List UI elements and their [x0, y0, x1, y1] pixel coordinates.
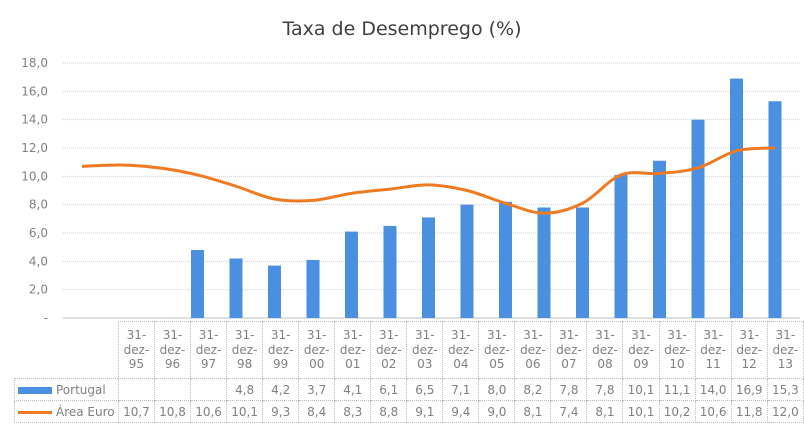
data-label: 8,3	[334, 400, 372, 423]
category-label: 31- dez- 04	[442, 321, 480, 379]
data-label: 11,1	[658, 378, 696, 401]
category-label: 31- dez- 07	[550, 321, 588, 379]
bar-portugal	[460, 204, 474, 318]
category-label: 31- dez- 97	[190, 321, 228, 379]
bar-portugal	[191, 250, 204, 318]
bar-portugal	[268, 265, 281, 318]
data-label: 6,5	[406, 378, 444, 401]
legend-portugal: Portugal	[14, 378, 119, 401]
data-label: 9,1	[406, 400, 444, 423]
data-label: 6,1	[370, 378, 408, 401]
category-label: 31- dez- 01	[334, 321, 372, 379]
category-label: 31- dez- 12	[730, 321, 768, 379]
category-label: 31- dez- 02	[370, 321, 408, 379]
data-label: 7,4	[550, 400, 588, 423]
y-tick-label: 18,0	[21, 56, 48, 70]
data-label: 8,0	[478, 378, 516, 401]
data-label	[153, 378, 192, 401]
bar-portugal	[537, 207, 551, 318]
bar-portugal	[730, 78, 743, 318]
bar-portugal	[614, 174, 628, 318]
bar-portugal	[576, 207, 589, 318]
category-label: 31- dez- 95	[117, 321, 155, 379]
category-label: 31- dez- 13	[766, 321, 804, 379]
data-label: 14,0	[694, 378, 732, 401]
category-label: 31- dez- 98	[226, 321, 264, 379]
data-label: 10,6	[694, 400, 732, 423]
category-label: 31- dez- 06	[514, 321, 552, 379]
category-label: 31- dez- 99	[262, 321, 300, 379]
bar-portugal	[691, 119, 705, 319]
data-label	[117, 378, 155, 401]
y-tick-label: 8,0	[29, 198, 48, 212]
data-label: 8,1	[514, 400, 552, 423]
data-label: 12,0	[766, 400, 804, 423]
legend-swatch-line	[18, 410, 52, 414]
data-label: 9,0	[478, 400, 516, 423]
y-tick-label: 14,0	[21, 113, 48, 127]
category-label: 31- dez- 03	[406, 321, 444, 379]
chart-plot: - 2,0 4,0 6,0 8,0 10,0 12,0 14,0 16,0 18,0	[21, 56, 800, 325]
legend-area-euro: Área Euro	[14, 400, 119, 423]
bar-portugal	[499, 201, 512, 318]
legend-swatch-bar	[18, 386, 52, 394]
table-corner	[15, 322, 119, 379]
chart-title: Taxa de Desemprego (%)	[282, 18, 522, 40]
bar-portugal	[229, 258, 243, 318]
category-label: 31- dez- 00	[298, 321, 336, 379]
bar-portugal	[768, 101, 782, 318]
data-label: 8,2	[514, 378, 552, 401]
data-label: 3,7	[298, 378, 336, 401]
data-label: 9,3	[262, 400, 300, 423]
y-tick-label: 12,0	[21, 141, 48, 155]
data-label: 16,9	[730, 378, 768, 401]
category-label: 31- dez- 08	[586, 321, 624, 379]
category-label: 31- dez- 05	[478, 321, 516, 379]
category-label: 31- dez- 96	[153, 321, 192, 379]
data-label: 7,1	[442, 378, 480, 401]
y-tick-label: 10,0	[21, 169, 48, 183]
category-label: 31- dez- 10	[658, 321, 696, 379]
bar-portugal	[383, 225, 397, 318]
data-label: 10,1	[622, 378, 660, 401]
line-area-euro	[81, 146, 776, 215]
bar-portugal	[422, 217, 435, 318]
category-label: 31- dez- 11	[694, 321, 732, 379]
bar-portugal	[345, 231, 358, 318]
data-label: 15,3	[766, 378, 804, 401]
data-label: 7,8	[586, 378, 624, 401]
data-label: 9,4	[442, 400, 480, 423]
data-label: 8,4	[298, 400, 336, 423]
bar-portugal	[653, 160, 666, 318]
data-label: 8,8	[370, 400, 408, 423]
data-label: 10,8	[153, 400, 192, 423]
data-label: 10,2	[658, 400, 696, 423]
y-tick-label: 6,0	[29, 226, 48, 240]
data-label	[190, 378, 228, 401]
y-tick-label: 4,0	[29, 254, 48, 268]
y-tick-label: 16,0	[21, 84, 48, 98]
legend-label: Área Euro	[56, 404, 115, 419]
data-table: 31- dez- 95 31- dez- 96 31- dez- 97 31- dez- 98 31- d…	[14, 321, 804, 423]
y-tick-label: 2,0	[29, 283, 48, 297]
legend-label: Portugal	[56, 382, 106, 397]
y-tick-label: -	[44, 311, 48, 325]
data-label: 10,6	[190, 400, 228, 423]
category-label: 31- dez- 09	[622, 321, 660, 379]
data-label: 11,8	[730, 400, 768, 423]
data-label: 8,1	[586, 400, 624, 423]
data-label: 4,8	[226, 378, 264, 401]
data-label: 10,1	[226, 400, 264, 423]
data-label: 7,8	[550, 378, 588, 401]
data-label: 10,7	[117, 400, 155, 423]
bar-portugal	[306, 259, 320, 318]
data-label: 4,1	[334, 378, 372, 401]
data-label: 4,2	[262, 378, 300, 401]
data-label: 10,1	[622, 400, 660, 423]
